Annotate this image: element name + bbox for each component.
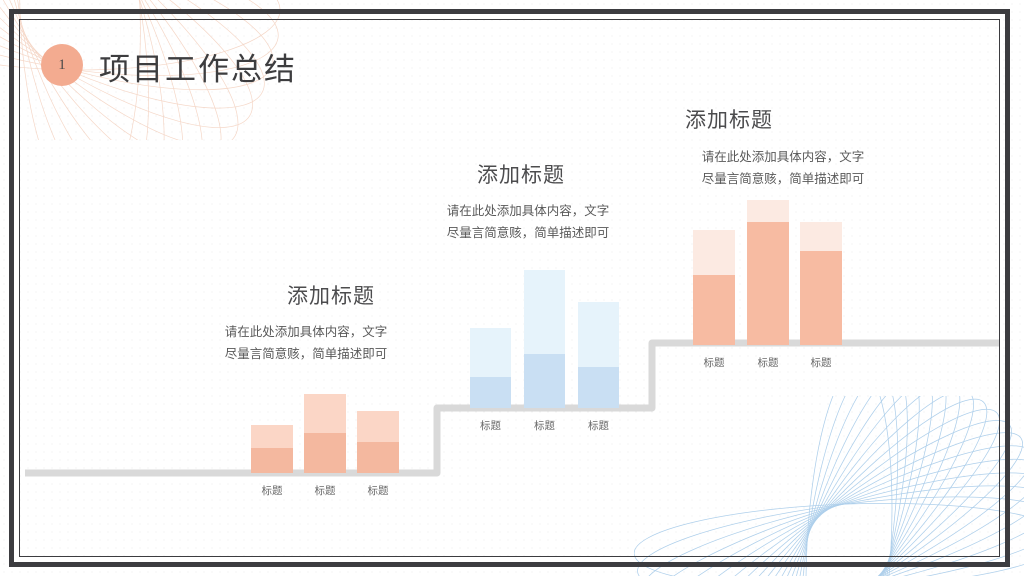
- bar-right-1-bottom-segment: [693, 275, 735, 345]
- group-middle-body: 请在此处添加具体内容，文字 尽量言简意赅，简单描述即可: [420, 200, 636, 244]
- group-right-body: 请在此处添加具体内容，文字 尽量言简意赅，简单描述即可: [675, 146, 891, 190]
- group-middle-heading: 添加标题: [477, 163, 565, 187]
- bar-left-2-top-segment: [304, 394, 346, 433]
- bar-left-3-bottom-segment: [357, 442, 399, 473]
- bar-label-middle-1: 标题: [480, 421, 501, 432]
- bar-label-right-2: 标题: [757, 358, 779, 369]
- bar-right-2: [747, 200, 789, 345]
- bar-middle-3-top-segment: [578, 302, 619, 367]
- bar-label-middle-2: 标题: [534, 421, 555, 432]
- bar-middle-3: [578, 302, 619, 408]
- group-middle-body-line1: 请在此处添加具体内容，文字: [446, 204, 610, 218]
- page-title: 项目工作总结: [99, 52, 297, 87]
- slide-number-badge: 1: [41, 44, 83, 86]
- bar-label-middle-3: 标题: [588, 421, 609, 432]
- slide-frame-inner: [19, 19, 1000, 557]
- bar-left-2: [304, 394, 346, 473]
- bar-middle-2-bottom-segment: [524, 354, 565, 408]
- bar-right-3-top-segment: [800, 222, 842, 251]
- bar-left-3-top-segment: [357, 411, 399, 442]
- bar-left-1-top-segment: [251, 425, 293, 448]
- bar-right-3: [800, 222, 842, 345]
- bar-left-1: [251, 425, 293, 473]
- bar-middle-1-top-segment: [470, 328, 511, 377]
- bar-left-2-bottom-segment: [304, 433, 346, 473]
- bar-label-left-2: 标题: [314, 486, 336, 497]
- bar-label-right-3: 标题: [810, 358, 832, 369]
- group-right-body-line2: 尽量言简意赅，简单描述即可: [701, 172, 865, 186]
- bar-middle-2-top-segment: [524, 270, 565, 354]
- bar-right-3-bottom-segment: [800, 251, 842, 345]
- group-left-body: 请在此处添加具体内容，文字 尽量言简意赅，简单描述即可: [198, 321, 414, 365]
- bar-right-2-bottom-segment: [747, 222, 789, 345]
- group-middle-body-line2: 尽量言简意赅，简单描述即可: [446, 226, 610, 240]
- bar-middle-1-bottom-segment: [470, 377, 511, 408]
- slide-number-badge-label: 1: [58, 56, 66, 73]
- slide-frame-outer: [9, 9, 1010, 567]
- group-left-body-line1: 请在此处添加具体内容，文字: [224, 325, 388, 339]
- group-left-body-line2: 尽量言简意赅，简单描述即可: [224, 347, 388, 361]
- bar-label-left-3: 标题: [367, 486, 389, 497]
- group-left-heading: 添加标题: [287, 284, 375, 308]
- bar-right-1: [693, 230, 735, 345]
- bar-left-1-bottom-segment: [251, 448, 293, 473]
- group-right-heading: 添加标题: [685, 108, 773, 132]
- decorative-curve-pattern-bottom-right: [634, 396, 1024, 576]
- bar-right-1-top-segment: [693, 230, 735, 275]
- bar-right-2-top-segment: [747, 200, 789, 222]
- group-right-body-line1: 请在此处添加具体内容，文字: [701, 150, 865, 164]
- bar-middle-2: [524, 270, 565, 408]
- bar-left-3: [357, 411, 399, 473]
- bar-middle-3-bottom-segment: [578, 367, 619, 408]
- bar-label-right-1: 标题: [703, 358, 725, 369]
- bar-middle-1: [470, 328, 511, 408]
- bar-label-left-1: 标题: [261, 486, 283, 497]
